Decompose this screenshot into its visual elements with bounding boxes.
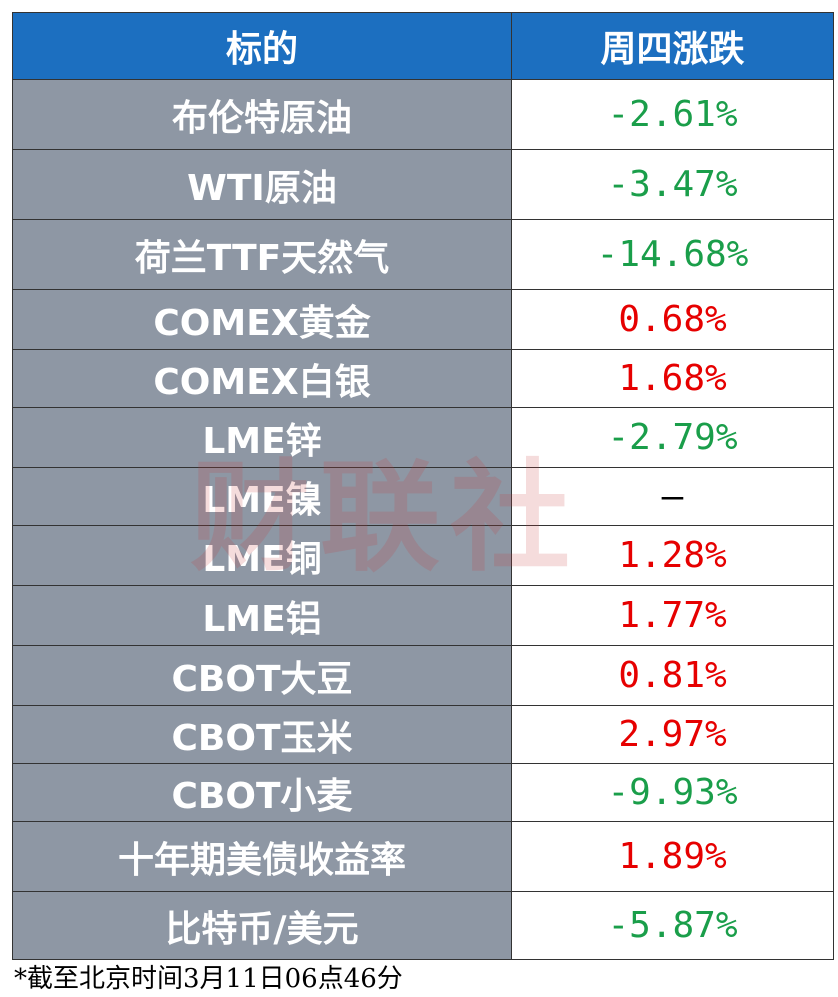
change-cell: 0.68% (511, 289, 834, 350)
name-cell: LME锌 (12, 407, 512, 468)
row: CBOT大豆 0.81% (12, 645, 834, 706)
row: CBOT玉米 2.97% (12, 705, 834, 764)
name-cell: WTI原油 (12, 149, 512, 220)
row: 荷兰TTF天然气 -14.68% (12, 219, 834, 290)
table-body: 布伦特原油 -2.61% WTI原油 -3.47% 荷兰TTF天然气 -14.68% COM… (12, 79, 834, 960)
data-table: 标的 周四涨跌 布伦特原油 -2.61% WTI原油 -3.47% 荷兰TTF天然气 -1… (12, 12, 834, 960)
name-cell: LME铜 (12, 525, 512, 586)
change-cell: -3.47% (511, 149, 834, 220)
row: 比特币/美元 -5.87% (12, 891, 834, 960)
row: 布伦特原油 -2.61% (12, 79, 834, 150)
row: CBOT小麦 -9.93% (12, 763, 834, 822)
change-cell: -5.87% (511, 891, 834, 960)
header-cell: 标的 (12, 12, 512, 80)
name-cell: CBOT大豆 (12, 645, 512, 706)
name-cell: CBOT玉米 (12, 705, 512, 764)
name-cell: CBOT小麦 (12, 763, 512, 822)
row: LME锌 -2.79% (12, 407, 834, 468)
footnote: *截至北京时间3月11日06点46分 (14, 964, 403, 994)
change-cell: 1.77% (511, 585, 834, 646)
change-cell: 1.89% (511, 821, 834, 892)
change-cell: — (511, 467, 834, 526)
row: WTI原油 -3.47% (12, 149, 834, 220)
header-row: 标的 周四涨跌 (12, 12, 834, 80)
name-cell: 荷兰TTF天然气 (12, 219, 512, 290)
change-cell: 2.97% (511, 705, 834, 764)
change-cell: -2.79% (511, 407, 834, 468)
header-cell: 周四涨跌 (511, 12, 834, 80)
change-cell: -2.61% (511, 79, 834, 150)
watermark: 财联社 (190, 449, 580, 588)
name-cell: COMEX白银 (12, 349, 512, 408)
change-cell: -14.68% (511, 219, 834, 290)
row: LME铝 1.77% (12, 585, 834, 646)
change-cell: -9.93% (511, 763, 834, 822)
row: 十年期美债收益率 1.89% (12, 821, 834, 892)
name-cell: LME铝 (12, 585, 512, 646)
change-cell: 1.28% (511, 525, 834, 586)
name-cell: COMEX黄金 (12, 289, 512, 350)
name-cell: 布伦特原油 (12, 79, 512, 150)
row: LME铜 1.28% (12, 525, 834, 586)
change-cell: 0.81% (511, 645, 834, 706)
change-cell: 1.68% (511, 349, 834, 408)
name-cell: 比特币/美元 (12, 891, 512, 960)
name-cell: 十年期美债收益率 (12, 821, 512, 892)
row: COMEX白银 1.68% (12, 349, 834, 408)
row: COMEX黄金 0.68% (12, 289, 834, 350)
